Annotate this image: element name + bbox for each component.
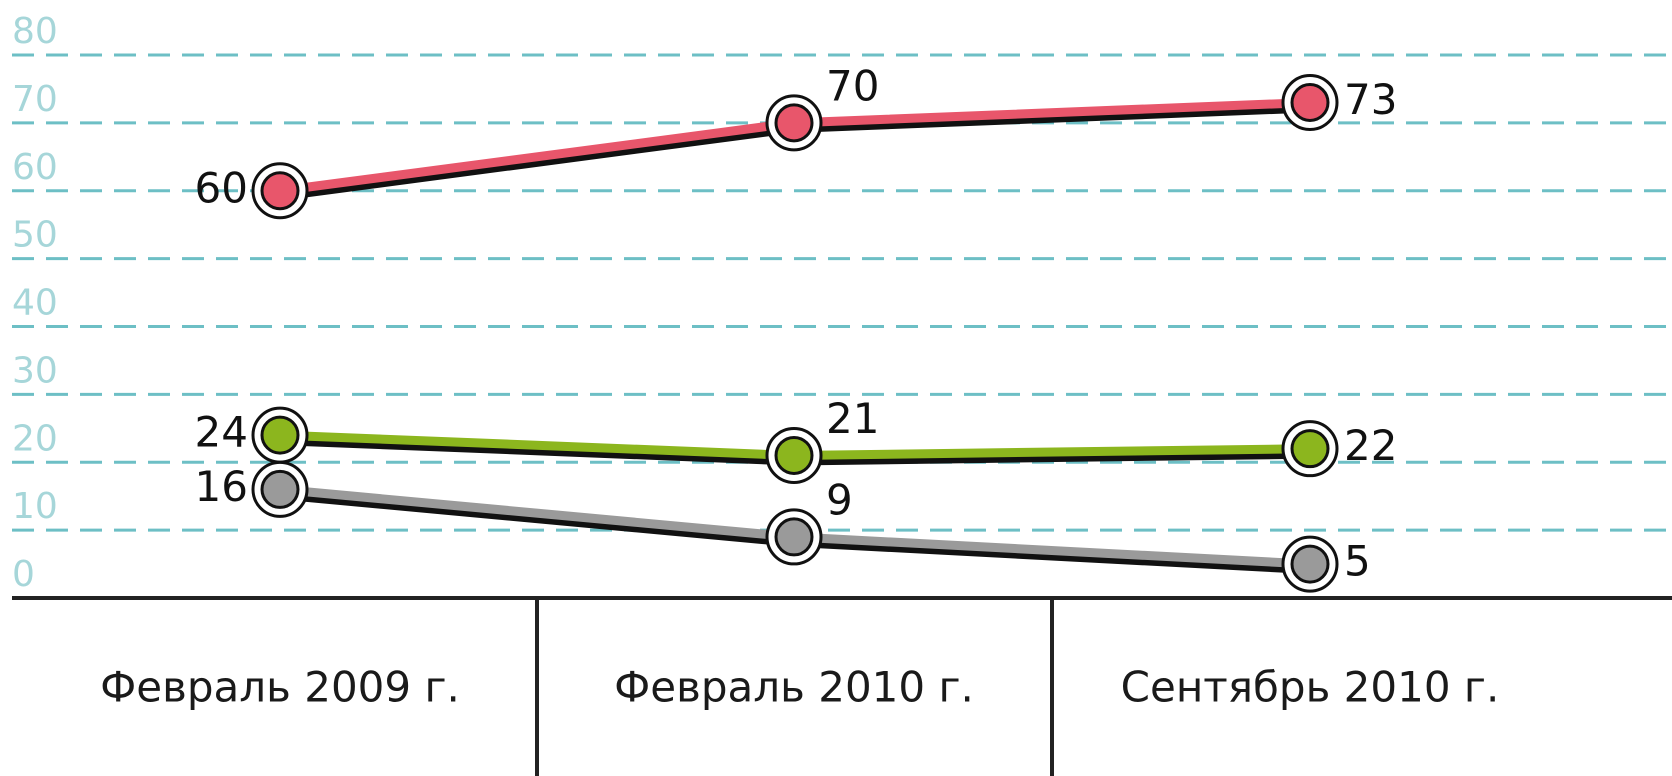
- data-label: 22: [1344, 421, 1397, 470]
- data-label: 5: [1344, 537, 1371, 586]
- y-tick-label: 80: [12, 11, 58, 52]
- marker: [1290, 544, 1330, 584]
- y-tick-label: 60: [12, 147, 58, 188]
- y-tick-label: 0: [12, 554, 35, 595]
- x-tick-label: Февраль 2009 г.: [100, 663, 460, 712]
- marker: [774, 435, 814, 475]
- marker: [1290, 429, 1330, 469]
- marker: [1290, 83, 1330, 123]
- y-tick-label: 20: [12, 418, 58, 459]
- marker: [260, 171, 300, 211]
- y-tick-label: 30: [12, 350, 58, 391]
- marker: [260, 469, 300, 509]
- marker: [774, 103, 814, 143]
- y-tick-label: 70: [12, 79, 58, 120]
- y-tick-label: 10: [12, 486, 58, 527]
- y-tick-label: 50: [12, 215, 58, 256]
- marker: [774, 517, 814, 557]
- data-label: 73: [1344, 75, 1397, 124]
- y-tick-label: 40: [12, 283, 58, 324]
- marker: [260, 415, 300, 455]
- x-tick-label: Февраль 2010 г.: [614, 663, 974, 712]
- data-label: 21: [826, 394, 879, 443]
- data-label: 16: [195, 462, 248, 511]
- data-label: 60: [195, 163, 248, 212]
- data-label: 70: [826, 61, 879, 110]
- x-tick-label: Сентябрь 2010 г.: [1121, 663, 1500, 712]
- data-label: 9: [826, 475, 853, 524]
- data-label: 24: [195, 408, 248, 457]
